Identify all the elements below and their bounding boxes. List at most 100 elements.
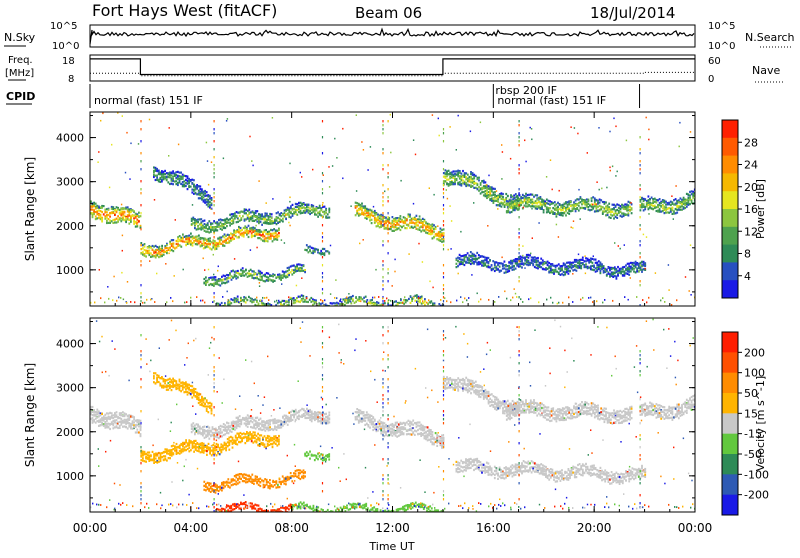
heatmap-cell <box>543 200 545 202</box>
heatmap-cell <box>199 426 201 428</box>
heatmap-cell <box>212 432 214 434</box>
heatmap-cell <box>649 202 651 204</box>
heatmap-cell <box>208 448 210 450</box>
heatmap-cell <box>257 237 259 239</box>
heatmap-cell <box>368 216 370 218</box>
heatmap-cell <box>692 197 694 199</box>
heatmap-cell <box>457 183 459 185</box>
heatmap-cell <box>480 256 482 258</box>
heatmap-cell <box>166 452 168 454</box>
heatmap-cell <box>316 248 318 250</box>
heatmap-cell <box>217 446 219 448</box>
heatmap-cell <box>262 444 264 446</box>
heatmap-cell <box>438 307 440 309</box>
heatmap-cell <box>249 230 251 232</box>
heatmap-cell <box>290 297 291 299</box>
heatmap-cell <box>124 425 126 427</box>
heatmap-cell <box>590 258 592 260</box>
heatmap-cell <box>406 219 408 221</box>
heatmap-cell <box>177 238 179 240</box>
heatmap-cell <box>205 284 207 286</box>
heatmap-cell <box>542 263 544 265</box>
heatmap-cell <box>394 259 395 261</box>
heatmap-cell <box>629 209 630 211</box>
heatmap-cell <box>675 198 677 200</box>
heatmap-cell <box>148 246 150 248</box>
heatmap-cell <box>464 256 466 258</box>
colorbar-tick-label: 4 <box>744 270 751 283</box>
heatmap-cell <box>393 226 395 228</box>
heatmap-cell <box>519 296 520 298</box>
heatmap-cell <box>428 223 430 225</box>
heatmap-cell <box>328 166 329 168</box>
heatmap-cell <box>200 224 202 226</box>
heatmap-cell <box>221 435 223 437</box>
heatmap-cell <box>588 267 590 269</box>
heatmap-cell <box>214 120 215 122</box>
heatmap-cell <box>190 442 192 444</box>
heatmap-cell <box>462 170 464 172</box>
colorbar-label: Power [dB] <box>754 179 767 239</box>
heatmap-cell <box>472 257 474 259</box>
heatmap-cell <box>623 206 625 208</box>
heatmap-cell <box>214 132 215 134</box>
heatmap-cell <box>184 241 186 243</box>
heatmap-cell <box>499 205 501 207</box>
heatmap-cell <box>424 298 426 300</box>
heatmap-cell <box>292 209 294 211</box>
heatmap-cell <box>161 456 163 458</box>
heatmap-cell <box>390 222 392 224</box>
heatmap-cell <box>592 269 594 271</box>
heatmap-cell <box>443 272 444 274</box>
heatmap-cell <box>109 212 111 214</box>
heatmap-cell <box>117 219 119 221</box>
heatmap-cell <box>371 214 373 216</box>
heatmap-cell <box>505 193 507 195</box>
heatmap-cell <box>296 265 298 267</box>
heatmap-cell <box>205 430 207 432</box>
heatmap-cell <box>293 302 295 304</box>
heatmap-cell <box>502 198 504 200</box>
heatmap-cell <box>254 440 256 442</box>
heatmap-cell <box>172 176 174 178</box>
heatmap-cell <box>240 234 242 236</box>
heatmap-cell <box>588 262 590 264</box>
heatmap-cell <box>628 209 630 211</box>
heatmap-cell <box>577 133 578 135</box>
heatmap-cell <box>106 423 108 425</box>
heatmap-cell <box>580 262 582 264</box>
heatmap-cell <box>125 426 127 428</box>
heatmap-cell <box>95 415 97 417</box>
heatmap-cell <box>153 171 155 173</box>
heatmap-cell <box>263 222 265 224</box>
heatmap-cell <box>564 265 566 267</box>
heatmap-cell <box>234 299 236 301</box>
heatmap-cell <box>654 201 656 203</box>
heatmap-cell <box>314 248 316 250</box>
heatmap-cell <box>196 235 198 237</box>
heatmap-cell <box>279 214 280 216</box>
heatmap-cell <box>376 301 378 303</box>
heatmap-cell <box>296 267 298 269</box>
heatmap-cell <box>101 218 103 220</box>
heatmap-cell <box>606 187 607 189</box>
heatmap-cell <box>168 253 169 255</box>
heatmap-cell <box>505 271 507 273</box>
heatmap-cell <box>540 204 542 206</box>
heatmap-cell <box>204 269 205 271</box>
heatmap-cell <box>159 181 161 183</box>
heatmap-cell <box>192 218 194 220</box>
heatmap-cell <box>142 454 144 456</box>
heatmap-cell <box>400 215 402 217</box>
heatmap-cell <box>508 208 510 210</box>
heatmap-cell <box>472 260 474 262</box>
heatmap-cell <box>441 238 443 240</box>
heatmap-cell <box>293 300 295 302</box>
heatmap-cell <box>270 443 272 445</box>
heatmap-cell <box>218 223 220 225</box>
heatmap-cell <box>224 275 226 277</box>
heatmap-cell <box>604 211 606 213</box>
heatmap-cell <box>174 275 175 277</box>
heatmap-cell <box>605 214 607 216</box>
heatmap-cell <box>287 214 289 216</box>
